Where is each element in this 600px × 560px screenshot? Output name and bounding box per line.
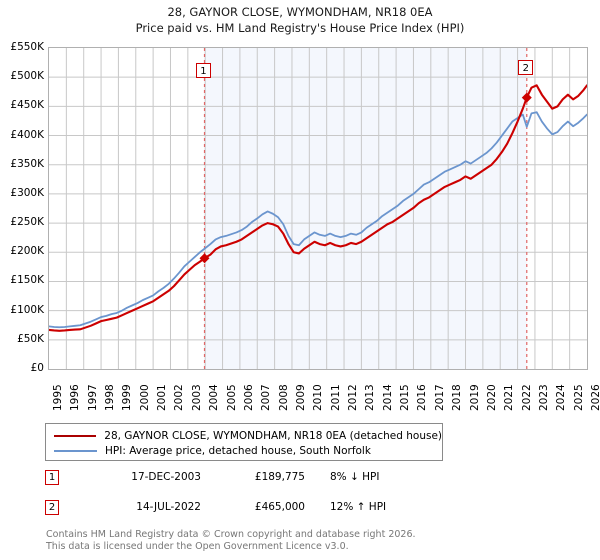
y-axis-tick-label: £500K xyxy=(10,70,44,83)
chart-title-line2: Price paid vs. HM Land Registry's House … xyxy=(135,21,465,35)
x-axis-tick-label: 2020 xyxy=(485,384,498,411)
sale-hpi-delta: 12% ↑ HPI xyxy=(330,501,387,513)
x-axis-tick-label: 1999 xyxy=(121,384,134,411)
y-axis-tick-label: £250K xyxy=(10,216,44,229)
x-axis-labels: 1995 1996 1997 1998 1999 2000 2001 2002 2003 2004… xyxy=(48,373,600,415)
x-axis-tick-label: 2026 xyxy=(590,384,600,411)
y-axis-tick-label: £0 xyxy=(30,362,44,374)
x-axis-tick-label: 2006 xyxy=(242,384,255,411)
sale-index-badge: 2 xyxy=(45,500,59,515)
x-axis-tick-label: 2005 xyxy=(225,384,238,411)
y-axis-labels: £0 £50K £100K £150K £200K £250K £300K £350K £400… xyxy=(0,42,44,374)
x-axis-tick-label: 2001 xyxy=(156,384,169,411)
y-axis-tick-label: £150K xyxy=(10,274,44,287)
y-axis-tick-label: £200K xyxy=(10,245,44,258)
price-history-chart xyxy=(49,48,587,369)
sale-hpi-delta: 8% ↓ HPI xyxy=(330,471,380,483)
sales-list: 1 17-DEC-2003 £189,775 8% ↓ HPI 2 14-JUL… xyxy=(45,470,565,530)
x-axis-tick-label: 2013 xyxy=(364,384,377,411)
sale-row: 2 14-JUL-2022 £465,000 12% ↑ HPI xyxy=(45,500,565,530)
y-axis-tick-label: £50K xyxy=(17,332,44,345)
attribution-line2: This data is licensed under the Open Gov… xyxy=(46,540,349,552)
attribution-line1: Contains HM Land Registry data © Crown c… xyxy=(46,529,416,540)
sale-date: 17-DEC-2003 xyxy=(131,471,201,483)
x-axis-tick-label: 2011 xyxy=(329,384,342,411)
chart-plot-area xyxy=(48,47,588,370)
x-axis-tick-label: 2024 xyxy=(555,384,568,411)
y-axis-tick-label: £550K xyxy=(10,41,44,53)
y-axis-tick-label: £300K xyxy=(10,186,44,199)
x-axis-tick-label: 2019 xyxy=(468,384,481,411)
attribution-footer: Contains HM Land Registry data © Crown c… xyxy=(46,529,586,552)
y-axis-tick-label: £350K xyxy=(10,157,44,170)
x-axis-tick-label: 2003 xyxy=(190,384,203,411)
x-axis-tick-label: 2000 xyxy=(138,384,151,411)
x-axis-tick-label: 1998 xyxy=(104,384,117,411)
x-axis-tick-label: 2017 xyxy=(433,384,446,411)
x-axis-tick-label: 1996 xyxy=(69,384,82,411)
x-axis-tick-label: 2002 xyxy=(173,384,186,411)
chart-legend: 28, GAYNOR CLOSE, WYMONDHAM, NR18 0EA (d… xyxy=(45,423,443,461)
x-axis-tick-label: 2009 xyxy=(294,384,307,411)
x-axis-tick-label: 2014 xyxy=(381,384,394,411)
y-axis-tick-label: £450K xyxy=(10,99,44,112)
x-axis-tick-label: 1997 xyxy=(86,384,99,411)
x-axis-tick-label: 2007 xyxy=(260,384,273,411)
x-axis-tick-label: 2025 xyxy=(572,384,585,411)
chart-marker-2: 2 xyxy=(518,59,534,75)
chart-title-line1: 28, GAYNOR CLOSE, WYMONDHAM, NR18 0EA xyxy=(167,5,433,19)
legend-label-price-paid: 28, GAYNOR CLOSE, WYMONDHAM, NR18 0EA (d… xyxy=(104,429,442,442)
x-axis-tick-label: 2012 xyxy=(347,384,360,411)
x-axis-tick-label: 1995 xyxy=(52,384,64,411)
x-axis-tick-label: 2016 xyxy=(416,384,429,411)
legend-item-hpi: HPI: Average price, detached house, Sout… xyxy=(46,443,442,458)
chart-marker-1: 1 xyxy=(195,62,211,78)
x-axis-tick-label: 2008 xyxy=(277,384,290,411)
legend-item-price-paid: 28, GAYNOR CLOSE, WYMONDHAM, NR18 0EA (d… xyxy=(46,428,442,443)
x-axis-tick-label: 2021 xyxy=(503,384,516,411)
x-axis-tick-label: 2018 xyxy=(451,384,464,411)
page-title: 28, GAYNOR CLOSE, WYMONDHAM, NR18 0EA Pr… xyxy=(0,4,600,36)
legend-swatch-hpi xyxy=(54,449,97,452)
x-axis-tick-label: 2015 xyxy=(399,384,412,411)
y-axis-tick-label: £100K xyxy=(10,303,44,316)
sale-date: 14-JUL-2022 xyxy=(136,501,201,513)
x-axis-tick-label: 2023 xyxy=(537,384,550,411)
sale-price: £465,000 xyxy=(254,501,305,513)
sale-price: £189,775 xyxy=(254,471,305,483)
y-axis-tick-label: £400K xyxy=(10,128,44,141)
x-axis-tick-label: 2022 xyxy=(520,384,533,411)
sale-row: 1 17-DEC-2003 £189,775 8% ↓ HPI xyxy=(45,470,565,500)
legend-swatch-price-paid xyxy=(54,434,97,437)
legend-label-hpi: HPI: Average price, detached house, Sout… xyxy=(105,444,371,457)
x-axis-tick-label: 2004 xyxy=(208,384,221,411)
x-axis-tick-label: 2010 xyxy=(312,384,325,411)
sale-index-badge: 1 xyxy=(45,470,59,485)
